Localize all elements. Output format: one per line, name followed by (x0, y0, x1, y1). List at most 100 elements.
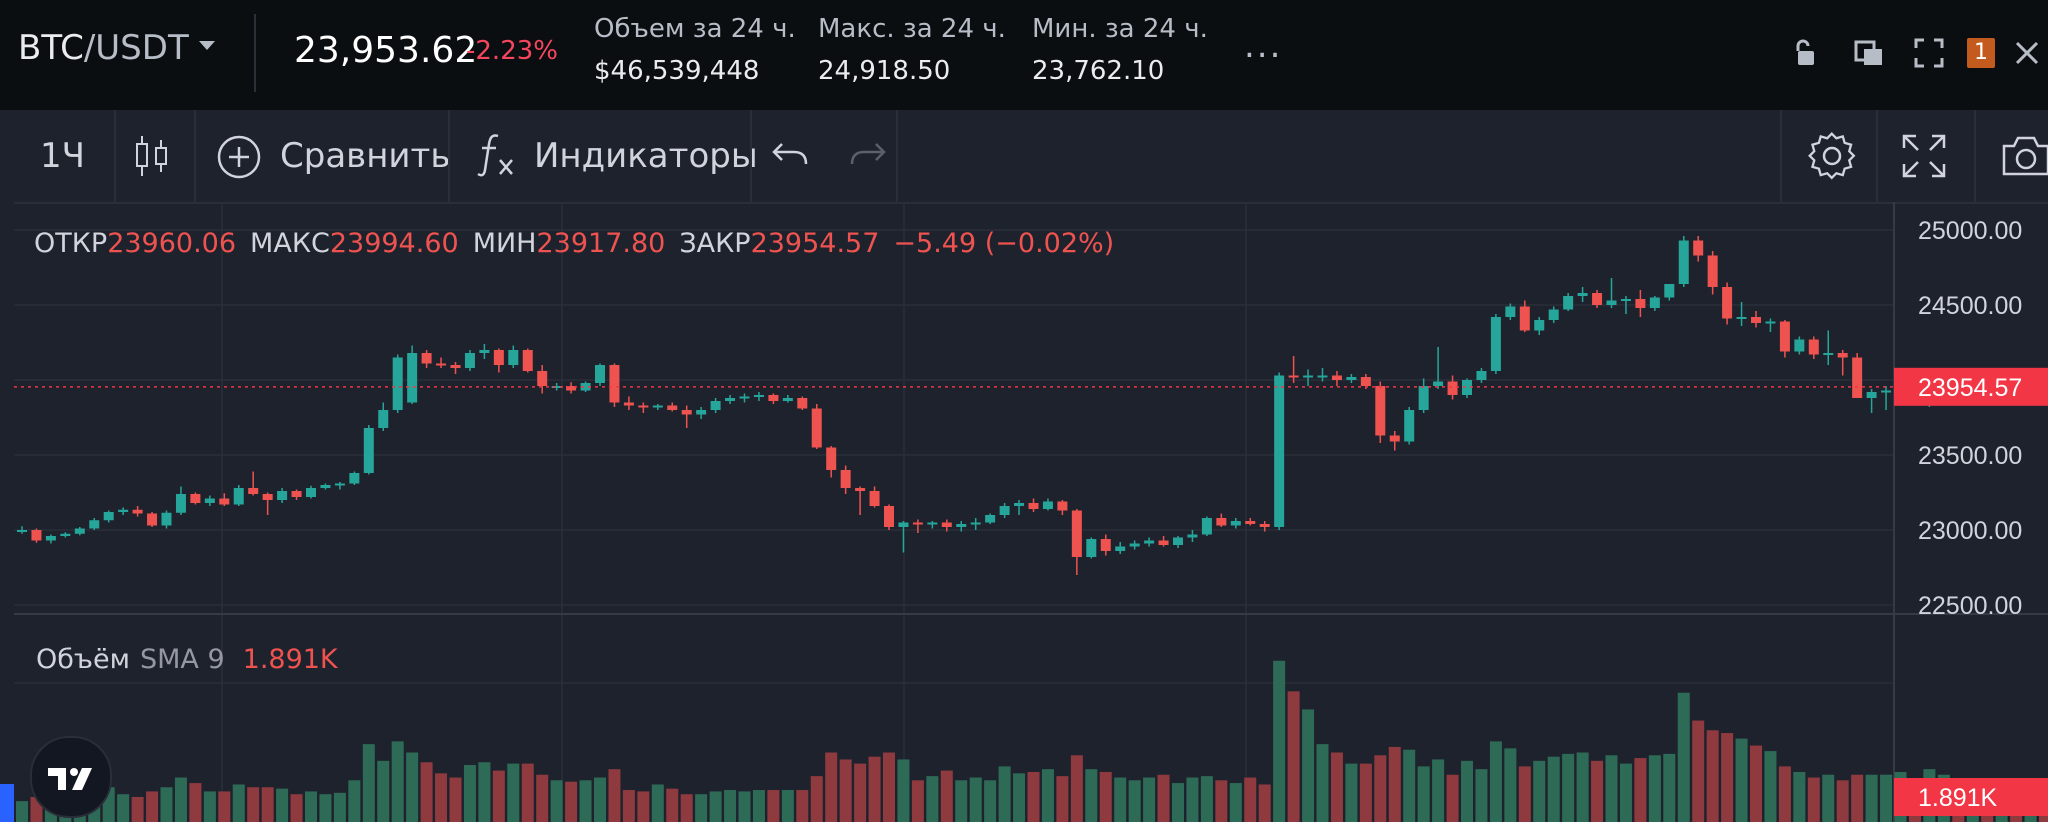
window-copy-icon[interactable] (1852, 36, 1886, 70)
low-label: МИН (473, 228, 537, 259)
volume-bar (911, 780, 924, 822)
stat-label: Макс. за 24 ч. (818, 14, 1006, 44)
volume-bar (868, 756, 881, 822)
candle-body (551, 386, 562, 388)
candle-body (710, 401, 721, 410)
candle-body (696, 410, 707, 415)
volume-bar (1041, 769, 1054, 822)
close-icon[interactable] (2010, 36, 2044, 70)
volume-bar (1750, 745, 1762, 822)
candle-body (1751, 317, 1761, 323)
volume-bar (1013, 773, 1026, 822)
toolbar-divider (448, 110, 450, 202)
market-header: BTC/USDT 23,953.62 -2.23% Объем за 24 ч.… (0, 0, 2048, 110)
fullscreen-icon[interactable] (1900, 132, 1948, 180)
candle-body (161, 512, 172, 526)
candle-body (1765, 321, 1776, 324)
volume-bar (1374, 755, 1387, 822)
volume-bar (608, 769, 621, 822)
volume-bar (1316, 744, 1329, 822)
candle-body (681, 410, 692, 415)
chart-grid (14, 202, 2048, 822)
candle-body (1736, 317, 1747, 319)
price-chart[interactable]: 25000.00 24500.00 23500.00 23000.00 22500.00… (0, 110, 2048, 822)
left-panel-toggle[interactable] (0, 784, 14, 822)
volume-bar (1576, 752, 1589, 822)
camera-snapshot-icon[interactable] (2000, 134, 2048, 178)
volume-bar (117, 794, 130, 822)
candlestick-type-icon[interactable] (132, 132, 172, 180)
volume-bar (1273, 660, 1286, 822)
volume-bar (348, 780, 361, 822)
volume-bar (463, 765, 476, 822)
volume-bar (565, 781, 578, 822)
compare-button[interactable]: Сравнить (280, 136, 451, 176)
volume-bar (492, 770, 505, 822)
candle-body (912, 522, 923, 525)
candle-body (1693, 240, 1704, 256)
candle-body (1274, 375, 1285, 527)
unlock-icon[interactable] (1790, 36, 1824, 70)
redo-icon[interactable] (848, 140, 888, 170)
candle-body (609, 365, 620, 403)
indicators-button[interactable]: Индикаторы (534, 136, 758, 176)
high-label: МАКС (250, 228, 330, 259)
notification-badge[interactable]: 1 (1967, 38, 1995, 68)
candle-body (1418, 386, 1429, 410)
tradingview-logo[interactable] (30, 736, 112, 818)
candle-body (1837, 353, 1848, 358)
candle-body (667, 405, 678, 410)
more-stats-button[interactable]: ... (1244, 26, 1283, 66)
volume-bar (695, 794, 708, 822)
volume-bar (1619, 763, 1632, 822)
compare-plus-icon[interactable] (216, 134, 262, 180)
candle-body (652, 405, 663, 408)
price-tick-label: 23500.00 (1918, 442, 2022, 470)
price-tick-label: 22500.00 (1918, 592, 2022, 620)
volume-bar (550, 780, 563, 822)
volume-bar (1258, 784, 1271, 822)
candle-body (1375, 386, 1386, 436)
expand-icon[interactable] (1912, 36, 1946, 70)
symbol-selector[interactable]: BTC/USDT (18, 28, 215, 68)
candle-body (1288, 375, 1299, 378)
candle-body (522, 350, 533, 371)
volume-bar (1186, 777, 1199, 822)
candle-body (1866, 392, 1877, 398)
candle-body (1534, 320, 1545, 331)
volume-bar (449, 777, 462, 822)
candle-body (378, 410, 389, 428)
candle-body (1360, 377, 1371, 386)
candle-body (1100, 539, 1111, 551)
volume-bar (579, 780, 592, 822)
volume-bar (1070, 755, 1083, 822)
candle-body (898, 522, 909, 527)
volume-bar (984, 780, 997, 822)
indicators-fx-icon[interactable] (476, 130, 518, 180)
volume-bar (1475, 769, 1488, 822)
volume-bar (1085, 769, 1098, 822)
volume-bar (1533, 760, 1546, 822)
settings-gear-icon[interactable] (1806, 130, 1858, 182)
volume-bar (16, 801, 28, 822)
undo-icon[interactable] (770, 140, 810, 170)
candle-body (884, 506, 894, 527)
volume-bar (1229, 783, 1242, 822)
volume-bar (767, 790, 780, 822)
candle-body (1404, 410, 1415, 442)
volume-bar (1172, 783, 1184, 822)
volume-bar (1605, 755, 1618, 822)
candle-body (1173, 537, 1183, 545)
stat-value: 23,762.10 (1032, 56, 1165, 86)
volume-bar (940, 770, 953, 822)
toolbar-divider (896, 110, 898, 202)
candle-body (233, 488, 244, 505)
candle-body (392, 357, 403, 410)
candle-body (147, 513, 158, 526)
volume-bar (1388, 746, 1401, 822)
volume-bar (1793, 771, 1806, 822)
stat-label: Объем за 24 ч. (594, 14, 796, 44)
candle-body (927, 522, 938, 525)
interval-selector[interactable]: 1Ч (40, 136, 85, 176)
volume-bar (333, 792, 346, 822)
